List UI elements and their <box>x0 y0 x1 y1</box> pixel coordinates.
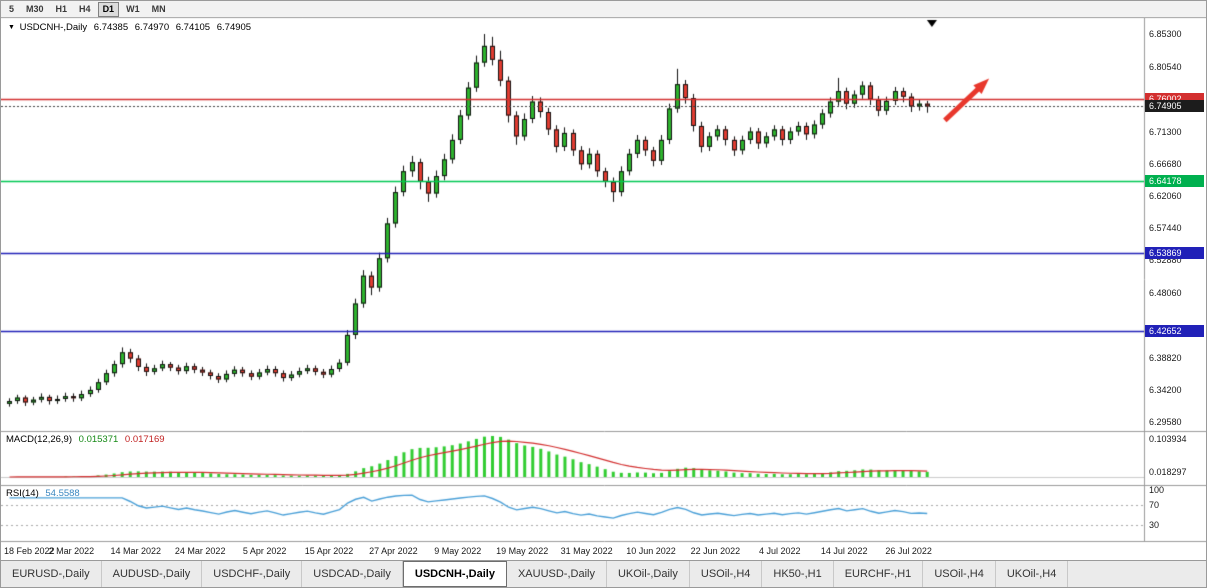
tab-eurusd-daily[interactable]: EURUSD-,Daily <box>1 561 102 587</box>
symbol-dropdown-icon[interactable]: ▼ <box>8 24 15 31</box>
tab-usoil-h4[interactable]: USOil-,H4 <box>690 561 763 587</box>
period-button-h1[interactable]: H1 <box>55 3 68 14</box>
price-axis-label: 6.71300 <box>1149 126 1182 137</box>
rsi-axis-label: 70 <box>1149 500 1160 510</box>
period-button-h4[interactable]: H4 <box>79 3 91 14</box>
date-axis-label: 27 Apr 2022 <box>369 546 418 556</box>
date-axis-label: 14 Mar 2022 <box>110 546 162 556</box>
rsi-axis-label: 100 <box>1149 485 1165 495</box>
price-tag: 6.74905 <box>1145 100 1204 113</box>
macd-indicator-label: MACD(12,26,9) 0.015371 0.017169 <box>6 434 165 445</box>
rsi-axis-label: 30 <box>1149 520 1160 530</box>
date-axis-label: 22 Jun 2022 <box>690 546 741 556</box>
date-axis-label: 2 Mar 2022 <box>48 546 95 556</box>
rsi-indicator-label: RSI(14) 54.5588 <box>6 488 80 499</box>
ohlc-close: 6.74905 <box>216 22 252 33</box>
price-axis-label: 6.80540 <box>1149 62 1182 73</box>
macd-signal-value: 0.017169 <box>124 434 165 445</box>
price-axis-label: 6.52880 <box>1149 254 1182 265</box>
date-axis-label: 15 Apr 2022 <box>304 546 354 556</box>
macd-name: MACD(12,26,9) <box>6 434 72 445</box>
price-axis-label: 6.57440 <box>1149 223 1182 234</box>
date-axis-label: 19 May 2022 <box>496 546 549 556</box>
price-axis-label: 6.29580 <box>1149 417 1182 428</box>
period-button-w1[interactable]: W1 <box>126 3 140 14</box>
price-axis-label: 6.85300 <box>1149 29 1182 40</box>
price-axis-label: 6.48060 <box>1149 288 1182 299</box>
ohlc-low: 6.74105 <box>175 22 211 33</box>
tab-hk50-h1[interactable]: HK50-,H1 <box>762 561 834 587</box>
tab-usdchf-daily[interactable]: USDCHF-,Daily <box>202 561 303 587</box>
date-axis-label: 18 Feb 2022 <box>4 546 55 556</box>
price-tag: 6.64178 <box>1145 175 1204 188</box>
price-axis-label: 6.66680 <box>1149 158 1182 169</box>
macd-axis-label: 0.018297 <box>1149 467 1187 477</box>
tab-eurchf-h1[interactable]: EURCHF-,H1 <box>834 561 924 587</box>
ohlc-high: 6.74970 <box>134 22 170 33</box>
price-tag: 6.42652 <box>1145 325 1204 338</box>
tab-ukoil-h4[interactable]: UKOil-,H4 <box>996 561 1069 587</box>
symbol-tab-bar: EURUSD-,Daily AUDUSD-,Daily USDCHF-,Daily U… <box>1 560 1206 587</box>
price-axis-label: 6.34200 <box>1149 384 1182 395</box>
period-button-d1[interactable]: D1 <box>97 1 120 17</box>
date-axis-label: 31 May 2022 <box>560 546 613 556</box>
rsi-value: 54.5588 <box>45 488 80 499</box>
date-axis-label: 10 Jun 2022 <box>626 546 676 556</box>
tab-usdcnh-daily[interactable]: USDCNH-,Daily <box>402 561 507 587</box>
chart-title: ▼ USDCNH-,Daily 6.74385 6.74970 6.74105 … <box>8 22 251 33</box>
price-tag: 6.53869 <box>1145 246 1204 259</box>
timeframe-toolbar: 5 M30 H1 H4 D1 W1 MN <box>1 1 1206 18</box>
macd-main-value: 0.015371 <box>78 434 119 445</box>
date-axis-label: 14 Jul 2022 <box>820 546 868 556</box>
period-button-5[interactable]: 5 <box>9 3 15 14</box>
tab-audusd-daily[interactable]: AUDUSD-,Daily <box>102 561 203 587</box>
date-axis-label: 26 Jul 2022 <box>885 546 932 556</box>
tab-usoil-h4[interactable]: USOil-,H4 <box>923 561 996 587</box>
rsi-name: RSI(14) <box>6 488 39 499</box>
date-axis-label: 5 Apr 2022 <box>242 546 287 556</box>
date-axis-label: 4 Jul 2022 <box>759 546 801 556</box>
tab-ukoil-daily[interactable]: UKOil-,Daily <box>607 561 690 587</box>
price-axis-label: 6.38820 <box>1149 352 1182 363</box>
tab-usdcad-daily[interactable]: USDCAD-,Daily <box>302 561 403 587</box>
macd-axis-label: 0.103934 <box>1149 434 1187 444</box>
price-axis-label: 6.62060 <box>1149 190 1182 201</box>
period-button-mn[interactable]: MN <box>151 3 166 14</box>
ohlc-open: 6.74385 <box>93 22 129 33</box>
date-axis-label: 24 Mar 2022 <box>174 546 226 556</box>
date-axis-label: 9 May 2022 <box>434 546 482 556</box>
period-button-m30[interactable]: M30 <box>26 3 44 14</box>
symbol-name: USDCNH-,Daily <box>19 22 88 33</box>
tab-xauusd-daily[interactable]: XAUUSD-,Daily <box>507 561 607 587</box>
